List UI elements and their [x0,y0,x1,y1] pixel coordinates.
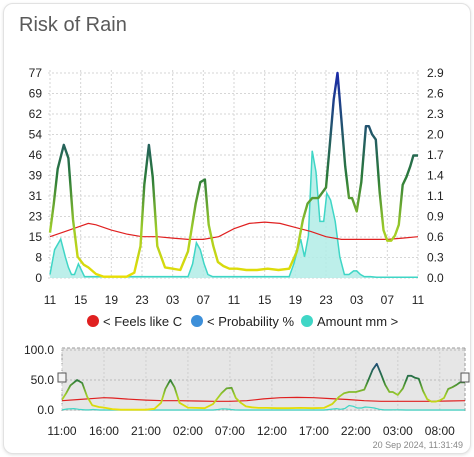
y-right-tick-label: 2.0 [427,128,444,142]
y-right-tick-label: 0.9 [427,210,444,224]
series-probability-line [48,71,418,278]
x-tick-label: 23 [135,293,149,307]
y-left-tick-label: 15 [29,230,43,244]
legend-item-probability[interactable]: < Probability % [191,314,295,329]
x-tick-label: 03 [166,293,180,307]
navigator-handle-left[interactable] [57,372,67,383]
y-left-tick-label: 23 [29,210,43,224]
y-left-tick-label: 39 [29,169,43,183]
x-tick-label: 19 [105,293,119,307]
nav-y-tick-label: 0.0 [37,403,54,417]
legend-marker-feels-like [87,315,99,327]
y-right-tick-label: 1.4 [427,169,444,183]
y-left-tick-label: 62 [29,107,43,121]
y-right-tick-label: 1.7 [427,148,444,162]
x-tick-label: 23 [319,293,333,307]
card-title: Risk of Rain [19,14,127,36]
x-tick-label: 11 [412,293,425,307]
x-tick-label: 15 [258,293,272,307]
nav-x-tick-label: 11:00 [47,424,76,438]
timestamp: 20 Sep 2024, 11:31:49 [373,440,463,450]
y-left-tick-label: 69 [29,87,43,101]
nav-x-tick-label: 16:00 [89,424,119,438]
x-tick-label: 15 [74,293,88,307]
nav-x-tick-label: 17:00 [299,424,329,438]
nav-x-tick-label: 07:00 [215,424,245,438]
nav-y-tick-label: 50.0 [31,373,55,387]
y-right-tick-label: 0.0 [427,271,444,285]
x-tick-label: 11 [44,293,57,307]
y-right-tick-label: 2.9 [427,66,444,80]
x-tick-label: 07 [197,293,211,307]
y-right-tick-label: 2.6 [427,87,444,101]
chart-card: Risk of Rain 11 15 19 23 03 07 11 15 19 23 03 07 11 7… [3,3,471,454]
x-tick-label: 19 [289,293,303,307]
legend-label-feels-like: < Feels like C [103,314,182,329]
y-left-tick-label: 31 [29,189,43,203]
navigator-handle-right[interactable] [460,372,470,383]
legend-marker-amount [301,315,313,327]
y-right-tick-label: 1.1 [427,189,444,203]
main-axes: 11 15 19 23 03 07 11 15 19 23 03 07 11 77 2.9 69 2.6 62 2.… [29,66,444,307]
legend-item-amount[interactable]: Amount mm > [301,314,398,329]
chart-svg: 11 15 19 23 03 07 11 15 19 23 03 07 11 77 2.9 69 2.6 62 2.… [24,66,470,450]
legend-marker-probability [191,315,203,327]
nav-x-tick-label: 08:00 [425,424,455,438]
nav-x-tick-label: 21:00 [131,424,161,438]
series-feels-like-line [49,221,419,240]
series-amount-line [49,150,418,279]
nav-series-probability-line [62,362,465,411]
y-right-tick-label: 0.6 [427,230,444,244]
nav-x-tick-label: 12:00 [257,424,287,438]
nav-x-tick-label: 22:00 [341,424,371,438]
nav-y-tick-label: 100.0 [24,343,54,357]
series-amount-area [50,150,418,278]
y-left-tick-label: 77 [29,66,43,80]
main-plot-area [48,71,419,279]
nav-x-tick-label: 03:00 [383,424,413,438]
navigator[interactable]: 100.0 50.0 0.0 11:00 16:00 21:00 02:00 07:00 12:… [24,343,470,438]
x-tick-label: 07 [381,293,395,307]
y-left-tick-label: 8 [35,251,42,265]
y-right-tick-label: 0.3 [427,251,444,265]
navigator-axes: 100.0 50.0 0.0 11:00 16:00 21:00 02:00 07:00 12:… [24,343,455,438]
navigator-plot [62,362,465,411]
main-grid [48,70,420,279]
nav-series-feels-like-line [62,396,465,402]
y-left-tick-label: 46 [29,148,43,162]
nav-series-amount-line [62,404,465,411]
x-tick-label: 03 [350,293,364,307]
y-left-tick-label: 54 [29,128,43,142]
nav-x-tick-label: 02:00 [173,424,203,438]
legend: < Feels like C < Probability % Amount mm… [87,314,398,329]
x-tick-label: 11 [228,293,241,307]
legend-label-probability: < Probability % [207,314,295,329]
y-right-tick-label: 2.3 [427,107,444,121]
legend-label-amount: Amount mm > [317,314,398,329]
y-left-tick-label: 0 [35,271,42,285]
legend-item-feels-like[interactable]: < Feels like C [87,314,182,329]
